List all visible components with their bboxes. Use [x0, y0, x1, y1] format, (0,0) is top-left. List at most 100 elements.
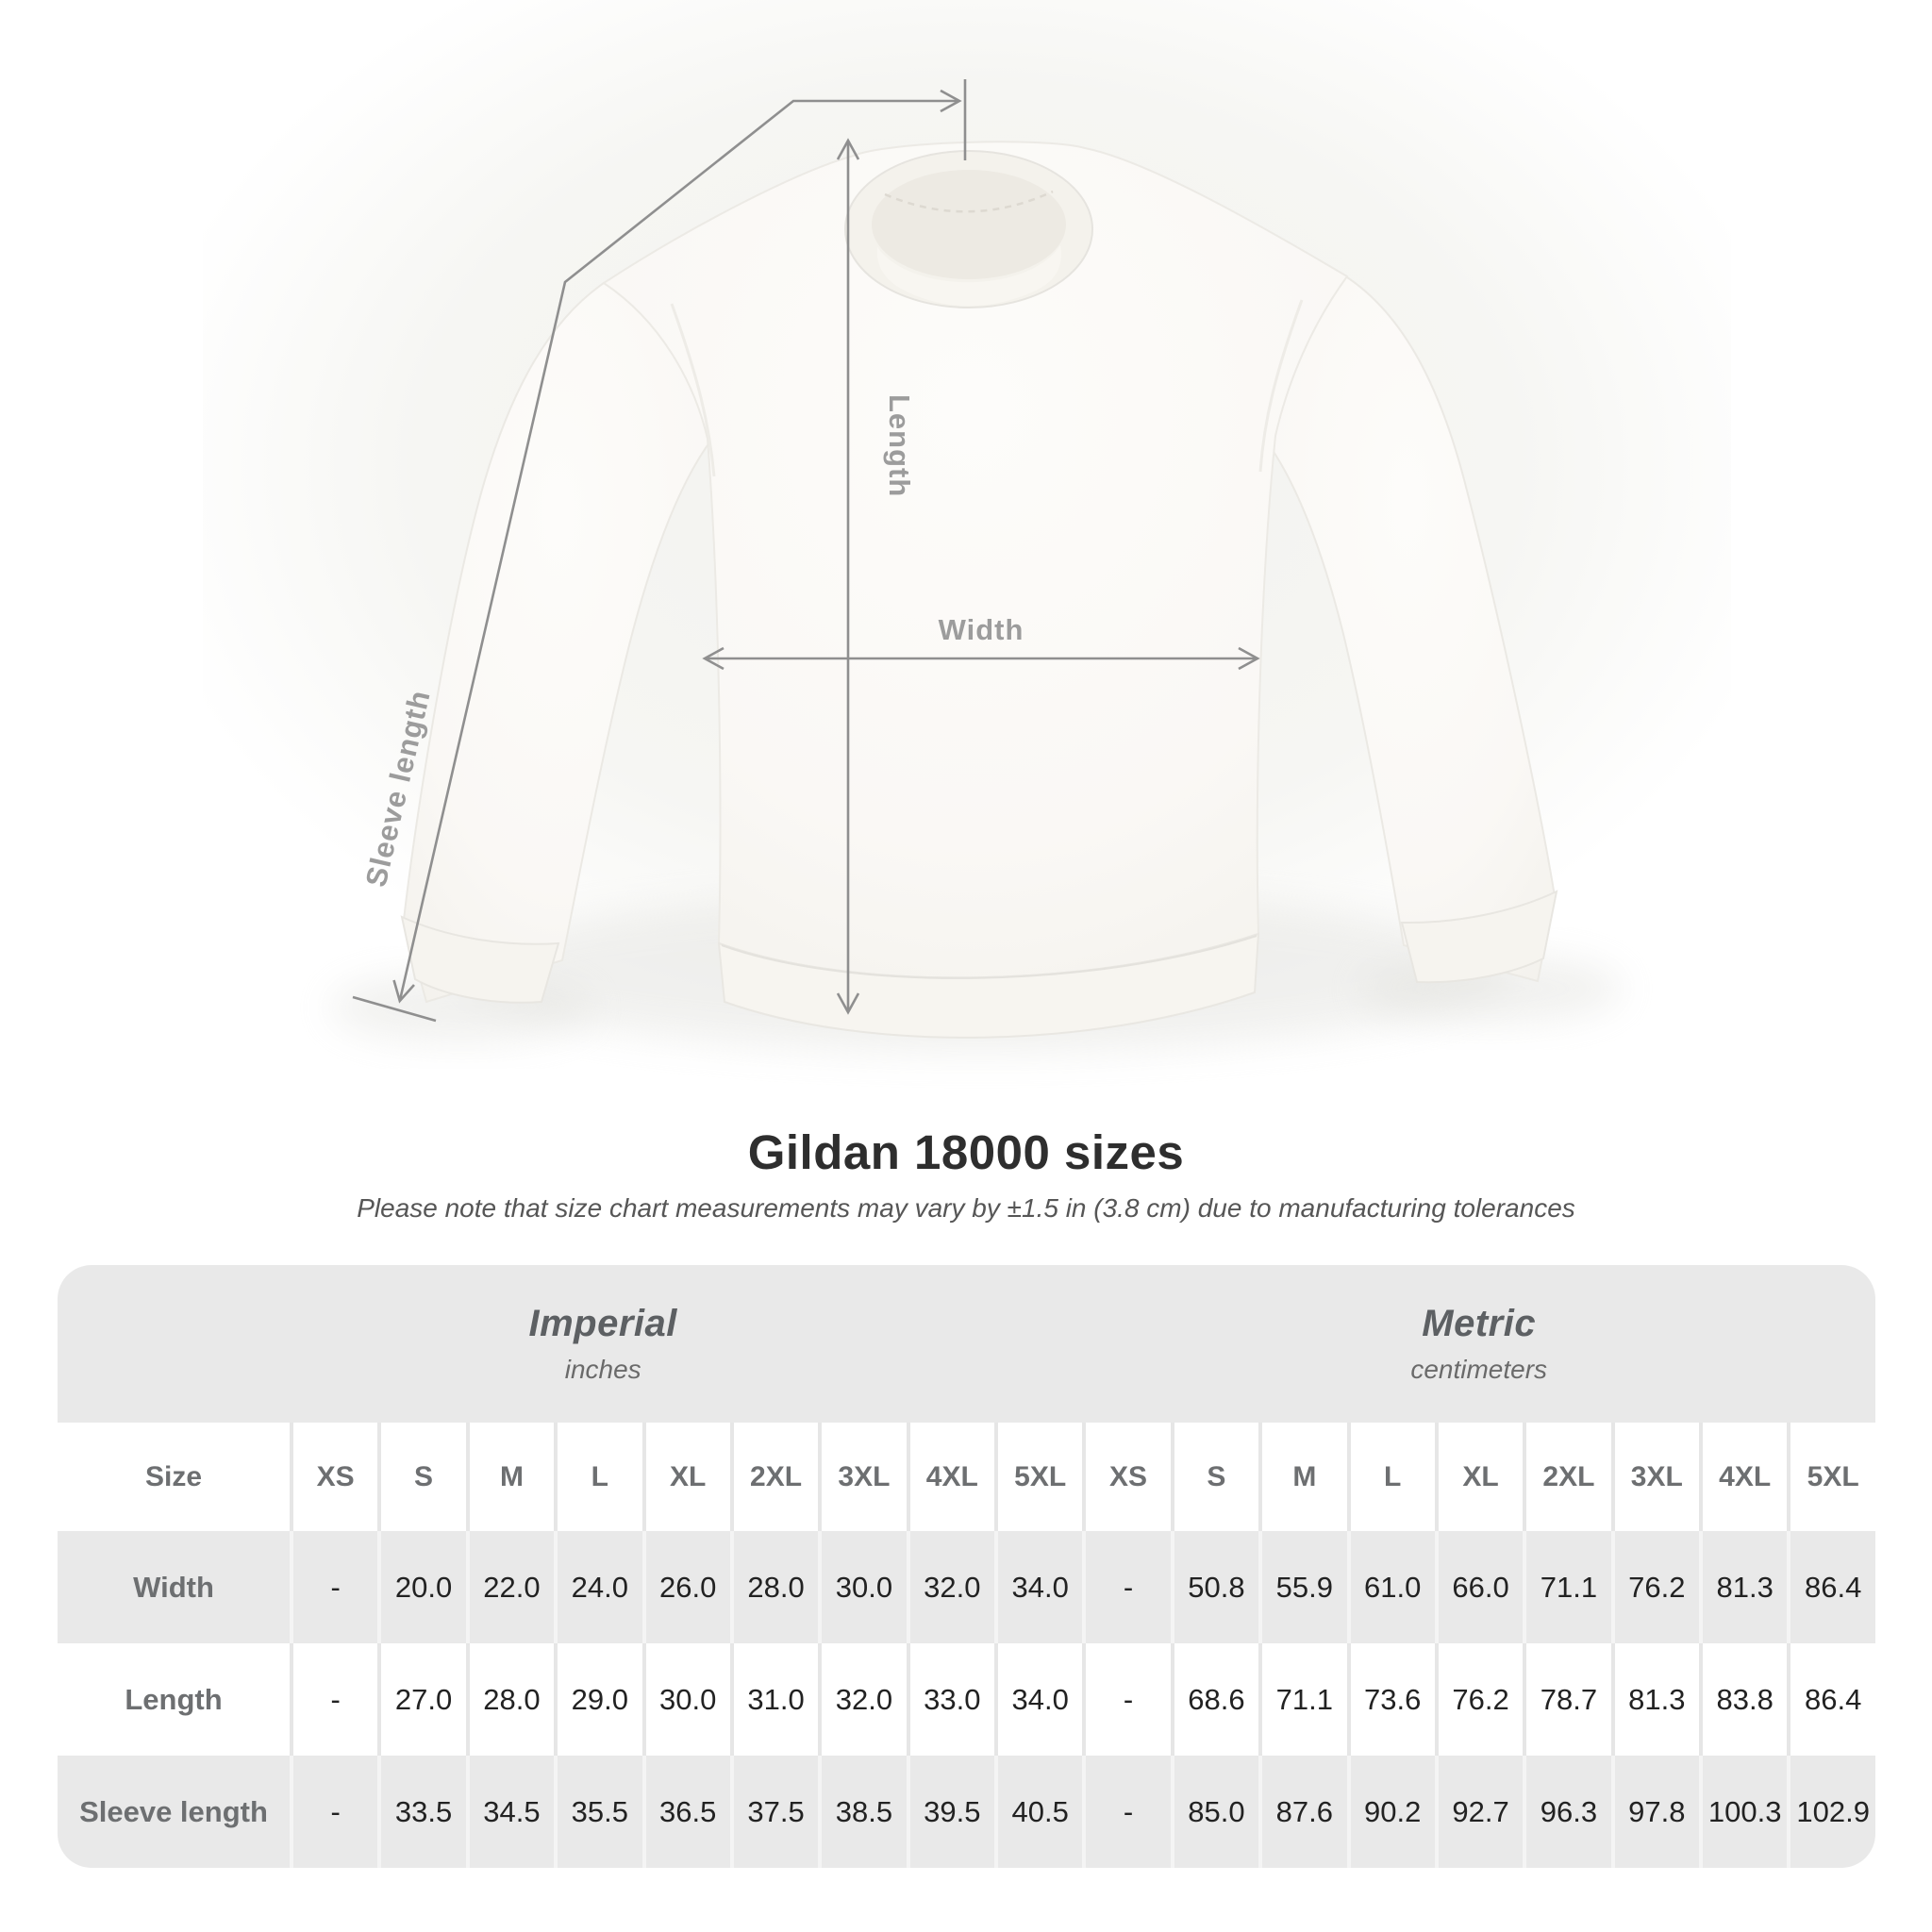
size-col-header: XS: [1082, 1423, 1171, 1531]
measurement-value-metric: 55.9: [1258, 1531, 1347, 1643]
measurement-value-metric: 83.8: [1699, 1643, 1788, 1756]
measurement-value-metric: 86.4: [1787, 1643, 1875, 1756]
measurement-value-imperial: 22.0: [465, 1531, 555, 1643]
measurement-value-metric: 102.9: [1787, 1756, 1875, 1868]
measurement-value-imperial: 32.0: [906, 1531, 994, 1643]
measurement-row-label: Length: [58, 1643, 290, 1756]
unit-group-name: Imperial: [528, 1303, 677, 1344]
size-col-header: XL: [641, 1423, 730, 1531]
unit-group-name: Metric: [1422, 1303, 1537, 1344]
measurement-value-metric: 97.8: [1610, 1756, 1699, 1868]
measurement-value-metric: 50.8: [1170, 1531, 1259, 1643]
measurement-value-imperial: 33.0: [906, 1643, 994, 1756]
size-col-header: 5XL: [994, 1423, 1083, 1531]
measurement-value-metric: 81.3: [1699, 1531, 1788, 1643]
measurement-value-metric: 96.3: [1523, 1756, 1611, 1868]
size-col-header: XS: [290, 1423, 378, 1531]
size-col-header: 2XL: [1523, 1423, 1611, 1531]
measurement-value-imperial: 38.5: [818, 1756, 907, 1868]
size-col-header: 5XL: [1787, 1423, 1875, 1531]
measurement-value-imperial: 32.0: [818, 1643, 907, 1756]
measurement-value-metric: -: [1082, 1643, 1171, 1756]
sleeve-dimension-base-tick: [352, 995, 437, 1023]
unit-group-row: Imperial inches Metric centimeters: [58, 1265, 1875, 1423]
measurement-value-imperial: 20.0: [377, 1531, 466, 1643]
measurement-value-metric: 76.2: [1610, 1531, 1699, 1643]
size-col-header: S: [1170, 1423, 1259, 1531]
measurement-row-label: Width: [58, 1531, 290, 1643]
measurement-value-imperial: 28.0: [729, 1531, 819, 1643]
measurement-value-imperial: 37.5: [729, 1756, 819, 1868]
measurement-value-metric: 76.2: [1434, 1643, 1524, 1756]
sweatshirt-image: [400, 141, 1558, 1039]
size-col-header: L: [1346, 1423, 1435, 1531]
sleeve-dimension-line: [392, 89, 962, 1004]
measurement-value-metric: 68.6: [1170, 1643, 1259, 1756]
measurement-value-imperial: 31.0: [729, 1643, 819, 1756]
measurement-value-imperial: 40.5: [994, 1756, 1083, 1868]
measurement-value-imperial: 36.5: [641, 1756, 730, 1868]
size-chart-table: Imperial inches Metric centimeters Size XS S M L…: [58, 1265, 1875, 1868]
measurement-value-metric: 71.1: [1523, 1531, 1611, 1643]
unit-group-header-imperial: Imperial inches: [58, 1265, 1083, 1423]
measurement-value-imperial: 33.5: [377, 1756, 466, 1868]
measurement-value-metric: 61.0: [1346, 1531, 1435, 1643]
measurement-value-imperial: 34.5: [465, 1756, 555, 1868]
page-subtitle: Please note that size chart measurements…: [357, 1193, 1575, 1223]
size-col-header: 2XL: [729, 1423, 819, 1531]
measurement-value-imperial: 34.0: [994, 1643, 1083, 1756]
measurement-value-metric: -: [1082, 1531, 1171, 1643]
measurement-value-imperial: 34.0: [994, 1531, 1083, 1643]
size-col-header: L: [554, 1423, 642, 1531]
measurement-value-metric: -: [1082, 1756, 1171, 1868]
size-col-header: 3XL: [818, 1423, 907, 1531]
unit-group-unit: inches: [564, 1355, 641, 1384]
size-corner-header: Size: [58, 1423, 290, 1531]
size-header-row: Size XS S M L XL 2XL 3XL 4XL 5XL XS S M L XL 2XL 3XL 4XL 5…: [58, 1423, 1875, 1531]
measurement-value-imperial: 29.0: [554, 1643, 642, 1756]
measurement-value-imperial: -: [290, 1756, 378, 1868]
measurement-value-metric: 71.1: [1258, 1643, 1347, 1756]
measurement-value-imperial: 24.0: [554, 1531, 642, 1643]
size-col-header: S: [377, 1423, 466, 1531]
measurement-value-metric: 73.6: [1346, 1643, 1435, 1756]
measurement-value-metric: 81.3: [1610, 1643, 1699, 1756]
measurement-value-imperial: 30.0: [818, 1531, 907, 1643]
measurement-row-label: Sleeve length: [58, 1756, 290, 1868]
unit-group-unit: centimeters: [1410, 1355, 1548, 1384]
size-col-header: M: [465, 1423, 555, 1531]
measurement-value-imperial: 27.0: [377, 1643, 466, 1756]
hero-section: Length Width Sleeve length: [203, 0, 1731, 1132]
page-title: Gildan 18000 sizes: [747, 1125, 1185, 1179]
measurement-value-metric: 85.0: [1170, 1756, 1259, 1868]
measurement-value-imperial: -: [290, 1643, 378, 1756]
measurement-value-metric: 86.4: [1787, 1531, 1875, 1643]
width-dimension-label: Width: [939, 613, 1024, 646]
size-col-header: 4XL: [906, 1423, 994, 1531]
size-chart: Imperial inches Metric centimeters Size XS S M L…: [58, 1265, 1875, 1868]
size-col-header: M: [1258, 1423, 1347, 1531]
measurement-value-metric: 100.3: [1699, 1756, 1788, 1868]
size-col-header: XL: [1434, 1423, 1524, 1531]
measurement-row: Sleeve length -33.5 34.5 35.5 36.5 37.5 38.5 39…: [58, 1756, 1875, 1868]
measurement-value-imperial: 26.0: [641, 1531, 730, 1643]
length-dimension-label: Length: [883, 394, 916, 497]
measurement-value-imperial: 39.5: [906, 1756, 994, 1868]
size-col-header: 4XL: [1699, 1423, 1788, 1531]
measurement-row: Width -20.0 22.0 24.0 26.0 28.0 30.0 32.0 34.0-5…: [58, 1531, 1875, 1643]
measurement-value-metric: 87.6: [1258, 1756, 1347, 1868]
measurement-value-imperial: -: [290, 1531, 378, 1643]
dimension-lines: [352, 79, 1260, 1023]
measurement-value-metric: 78.7: [1523, 1643, 1611, 1756]
size-col-header: 3XL: [1610, 1423, 1699, 1531]
unit-group-header-metric: Metric centimeters: [1082, 1265, 1875, 1423]
measurement-value-metric: 92.7: [1434, 1756, 1524, 1868]
measurement-value-imperial: 35.5: [554, 1756, 642, 1868]
measurement-row: Length -27.0 28.0 29.0 30.0 31.0 32.0 33.0 34.0-…: [58, 1643, 1875, 1756]
measurement-value-metric: 90.2: [1346, 1756, 1435, 1868]
sweatshirt-measurement-diagram: Length Width Sleeve length: [330, 79, 1623, 1052]
measurement-value-imperial: 28.0: [465, 1643, 555, 1756]
measurement-value-imperial: 30.0: [641, 1643, 730, 1756]
measurement-value-metric: 66.0: [1434, 1531, 1524, 1643]
